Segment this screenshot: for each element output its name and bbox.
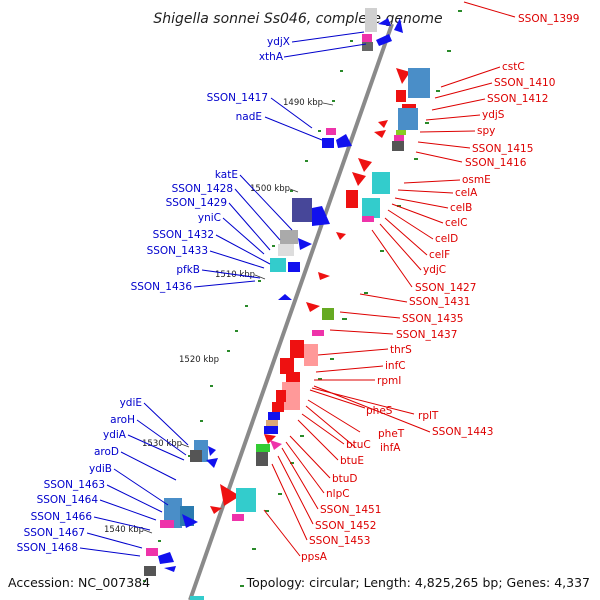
gene-label-forward: SSON_1466: [31, 511, 93, 523]
gene-label-reverse: ydjS: [482, 109, 505, 121]
kbp-mark: 1520 kbp: [179, 355, 219, 365]
gene-label-forward: nadE: [236, 111, 262, 123]
gene-label-reverse: SSON_1431: [409, 296, 470, 308]
gene-label-forward: pfkB: [176, 264, 200, 276]
gene-label-forward: SSON_1428: [172, 183, 233, 195]
gene-label-reverse: btuE: [340, 455, 364, 467]
gene-label-reverse: cstC: [502, 61, 525, 73]
gene-label-reverse: SSON_1452: [315, 520, 376, 532]
gene-label-forward: SSON_1436: [131, 281, 193, 293]
right-gene-labels: SSON_1399 cstC SSON_1410 SSON_1412 ydjS spy SS…: [301, 13, 579, 563]
gene-label-reverse: SSON_1410: [494, 77, 555, 89]
gene-label-reverse: btuC: [346, 439, 371, 451]
gene-label-forward: SSON_1417: [207, 92, 268, 104]
gene-label-reverse: rpmI: [377, 375, 401, 387]
gene-label-reverse: ppsA: [301, 551, 328, 563]
gene-label-reverse: SSON_1437: [396, 329, 457, 341]
left-gene-labels: ydjX xthA SSON_1417 nadE katE SSON_1428 SSON_1…: [17, 36, 290, 554]
gene-label-forward: yniC: [198, 212, 221, 224]
gene-label-reverse: celC: [445, 217, 467, 229]
gene-label-reverse: thrS: [390, 344, 412, 356]
gene-label-reverse: celA: [455, 187, 478, 199]
gene-label-reverse: SSON_1412: [487, 93, 548, 105]
gene-label-forward: SSON_1468: [17, 542, 78, 554]
gene-label-forward: ydiB: [89, 463, 112, 475]
gene-label-forward: SSON_1429: [166, 197, 227, 209]
gene-label-reverse: celB: [450, 202, 472, 214]
gene-label-forward: ydiA: [103, 429, 127, 441]
gene-label-reverse: SSON_1415: [472, 143, 533, 155]
gene-label-forward: SSON_1463: [44, 479, 105, 491]
gene-label-reverse: pheT: [378, 428, 405, 440]
accession-text: Accession: NC_007384: [8, 575, 150, 590]
gene-label-reverse: ydjC: [423, 264, 446, 276]
gene-label-forward: SSON_1467: [24, 527, 85, 539]
gene-label-forward: xthA: [259, 51, 284, 63]
gene-label-forward: SSON_1432: [153, 229, 214, 241]
scale-ticks: [143, 10, 462, 587]
right-leaders: [263, 1, 516, 557]
left-leaders: [79, 31, 367, 557]
kbp-mark: 1540 kbp: [104, 525, 144, 535]
gene-label-reverse: celF: [429, 249, 450, 261]
gene-label-reverse: ihfA: [380, 442, 401, 454]
gene-label-reverse: SSON_1451: [320, 504, 381, 516]
gene-features: [144, 8, 430, 600]
gene-label-reverse: infC: [385, 360, 406, 372]
gene-label-reverse: rplT: [418, 410, 439, 422]
gene-label-reverse: spy: [477, 125, 495, 137]
gene-label-reverse: pheS: [366, 405, 393, 417]
gene-label-forward: ydiE: [120, 397, 142, 409]
gene-label-forward: SSON_1464: [37, 494, 99, 506]
gene-label-reverse: btuD: [332, 473, 358, 485]
gene-label-forward: katE: [215, 169, 238, 181]
gene-label-forward: SSON_1433: [147, 245, 208, 257]
gene-label-reverse: SSON_1443: [432, 426, 493, 438]
gene-label-forward: aroD: [94, 446, 119, 458]
topology-text: Topology: circular; Length: 4,825,265 bp…: [246, 575, 590, 590]
gene-label-reverse: SSON_1399: [518, 13, 579, 25]
gene-label-reverse: SSON_1453: [309, 535, 370, 547]
gene-label-reverse: SSON_1416: [465, 157, 527, 169]
gene-label-reverse: SSON_1435: [402, 313, 463, 325]
gene-label-forward: aroH: [110, 414, 135, 426]
gene-label-reverse: nlpC: [326, 488, 350, 500]
gene-label-reverse: osmE: [462, 174, 491, 186]
gene-label-reverse: celD: [435, 233, 458, 245]
kbp-mark: 1490 kbp: [283, 98, 323, 108]
kbp-mark: 1500 kbp: [250, 184, 290, 194]
kbp-scale: 1490 kbp 1500 kbp 1510 kbp 1520 kbp 1530…: [104, 98, 334, 535]
gene-label-reverse: SSON_1427: [415, 282, 476, 294]
gene-label-forward: ydjX: [267, 36, 290, 48]
kbp-mark: 1530 kbp: [142, 439, 182, 449]
